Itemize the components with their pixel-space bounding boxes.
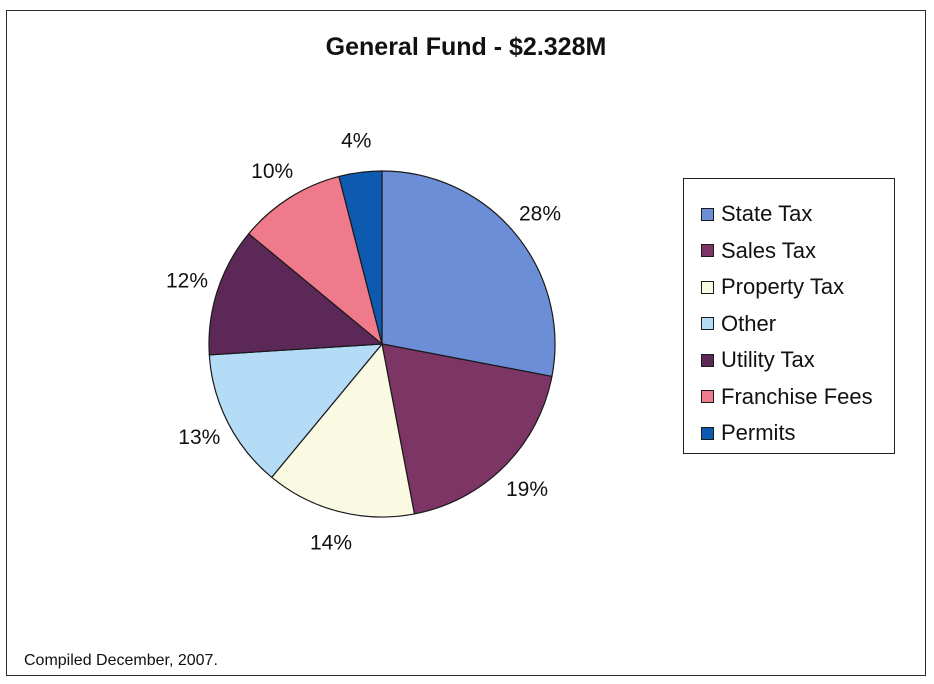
pie-label-state-tax: 28% [519, 202, 561, 225]
pie-slice-state-tax [381, 170, 556, 378]
legend: State Tax Sales Tax Property Tax Other Utili… [683, 178, 895, 454]
legend-swatch [701, 390, 714, 404]
chart-title: General Fund - $2.328M [325, 33, 607, 61]
pie-slice-utility-tax [208, 232, 384, 356]
footnote: Compiled December, 2007. [24, 652, 218, 669]
pie-slice-property-tax [270, 342, 416, 518]
legend-label: Property Tax [721, 274, 845, 300]
legend-item-franchise-fees: Franchise Fees [684, 379, 894, 416]
legend-label: Other [721, 310, 777, 336]
legend-label: State Tax [721, 201, 813, 227]
pie-label-property-tax: 14% [310, 532, 352, 555]
legend-swatch [701, 207, 714, 221]
pie-slice-franchise-fees [247, 175, 384, 346]
pie-slices [208, 170, 556, 518]
chart-frame: General Fund - $2.328M 28% 19% 14% 13% 12% 10… [6, 10, 926, 676]
legend-item-other: Other [684, 306, 894, 343]
legend-label: Franchise Fees [721, 383, 873, 409]
legend-swatch [701, 353, 714, 367]
legend-item-property-tax: Property Tax [684, 269, 894, 306]
pie-labels: 28% 19% 14% 13% 12% 10% 4% [166, 130, 561, 555]
legend-label: Permits [721, 420, 796, 446]
legend-label: Sales Tax [721, 237, 816, 263]
legend-swatch [701, 426, 714, 440]
legend-item-sales-tax: Sales Tax [684, 233, 894, 270]
pie-slice-permits [338, 170, 383, 345]
legend-swatch [701, 280, 714, 294]
pie-label-franchise-fees: 10% [251, 160, 293, 183]
legend-item-state-tax: State Tax [684, 196, 894, 233]
pie-label-other: 13% [178, 426, 220, 449]
pie-label-permits: 4% [341, 130, 371, 153]
pie-slice-sales-tax [381, 343, 553, 515]
legend-swatch [701, 317, 714, 331]
legend-swatch [701, 244, 714, 258]
pie-slice-other [208, 343, 384, 479]
legend-item-permits: Permits [684, 415, 894, 452]
legend-item-utility-tax: Utility Tax [684, 342, 894, 379]
legend-label: Utility Tax [721, 347, 815, 373]
pie-chart: 28% 19% 14% 13% 12% 10% 4% [166, 130, 561, 555]
pie-label-utility-tax: 12% [166, 270, 208, 293]
pie-label-sales-tax: 19% [506, 478, 548, 501]
